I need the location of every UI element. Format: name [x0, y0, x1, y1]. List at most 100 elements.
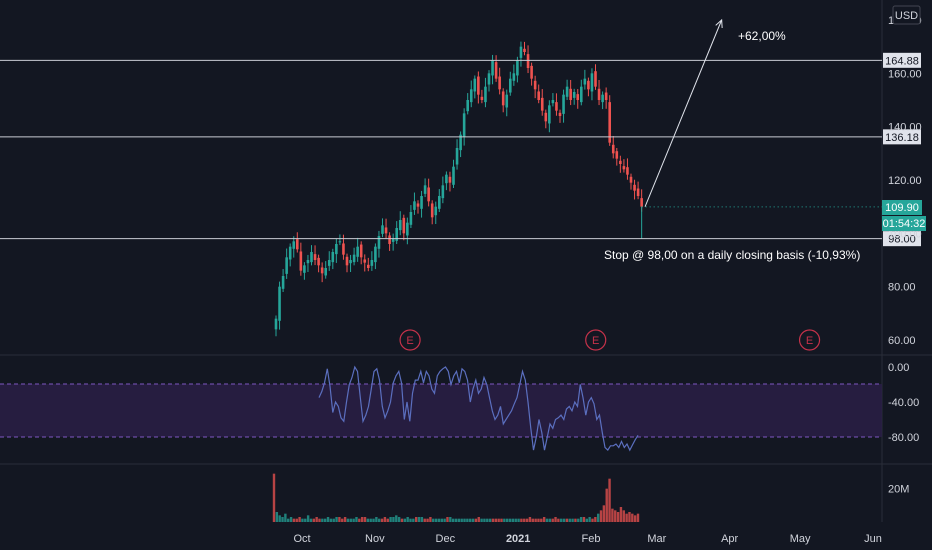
candle-body [278, 286, 281, 321]
candle-body [423, 185, 427, 194]
time-axis-tick: Nov [365, 533, 385, 545]
candle-body [477, 76, 480, 95]
candle-body [633, 184, 636, 191]
volume-bar [321, 518, 324, 522]
volume-bar [503, 518, 506, 522]
volume-bar [619, 507, 623, 522]
volume-bar [463, 518, 466, 522]
current-price-tag [882, 200, 922, 215]
volume-bar [517, 518, 520, 522]
candle-body [509, 78, 512, 93]
candle-body [285, 257, 288, 274]
earnings-marker[interactable] [585, 329, 607, 351]
candle-body [430, 203, 434, 218]
candle-body [587, 80, 590, 90]
candle-body [391, 238, 395, 242]
candle-body [331, 252, 335, 263]
horizontal-levels-group: 164.88 136.18 98.00 [0, 52, 921, 247]
volume-bar [323, 518, 327, 522]
volume-bar [272, 473, 276, 522]
volume-bar [560, 518, 563, 522]
volume-bar [497, 518, 500, 522]
volume-bar [568, 518, 571, 522]
volume-bar [420, 517, 424, 522]
volume-bar [417, 517, 421, 522]
target-arrow-line[interactable] [644, 19, 723, 207]
volume-bar [372, 518, 375, 522]
volume-bar [531, 518, 534, 522]
candle-body [576, 94, 580, 100]
price-axis-tick: 160.00 [888, 68, 922, 80]
volume-bar [582, 517, 586, 522]
volume-bar [534, 518, 537, 522]
candle-body [452, 166, 455, 185]
candle-body [469, 89, 473, 103]
candles-group [274, 41, 643, 337]
volume-bar [397, 517, 401, 522]
volume-bar [614, 510, 617, 522]
candle-body [583, 78, 587, 85]
candle-body [310, 252, 313, 263]
volume-bar [631, 513, 634, 522]
earnings-marker[interactable] [399, 329, 421, 351]
volume-bar [494, 518, 498, 522]
volume-bar [548, 518, 552, 522]
candle-body [406, 222, 409, 236]
candle-body [459, 134, 462, 151]
volume-bar [432, 518, 435, 522]
price-axis-tick: 120.00 [888, 175, 922, 187]
volume-bar [636, 513, 640, 522]
candle-body [363, 259, 367, 263]
volume-bar [358, 518, 361, 522]
volume-bar [315, 517, 318, 522]
earnings-marker[interactable] [798, 329, 821, 351]
currency-badge[interactable] [892, 5, 921, 25]
price-axis-tick: 60.00 [888, 335, 916, 347]
currency-label: USD [895, 10, 918, 22]
volume-bar [298, 517, 301, 522]
stop-loss-label: Stop @ 98,00 on a daily closing basis (-… [604, 248, 860, 262]
candle-body [640, 198, 643, 207]
candle-body [512, 73, 516, 81]
volume-bar [409, 518, 412, 522]
candle-body [533, 80, 537, 90]
candle-body [420, 196, 423, 209]
volume-bar [335, 517, 338, 522]
volume-bar [588, 517, 591, 522]
candle-body [434, 206, 438, 216]
level-price-tag [883, 52, 921, 68]
candle-body [306, 260, 310, 264]
candle-body [324, 268, 327, 276]
volume-bar [483, 518, 486, 522]
volume-bar [292, 518, 296, 522]
time-axis-tick: Apr [721, 533, 738, 545]
volume-bar [594, 517, 597, 522]
candle-body [597, 88, 601, 100]
volume-bar [343, 517, 347, 522]
time-axis-tick: Dec [436, 533, 456, 545]
volume-bar [306, 515, 310, 522]
candle-body [370, 260, 374, 266]
volume-bar [403, 518, 407, 522]
candle-body [281, 276, 285, 289]
volume-bar [628, 512, 631, 522]
volume-bar [389, 517, 392, 522]
volume-bar [562, 518, 566, 522]
target-arrow-head [715, 18, 723, 29]
oscillator-line [318, 365, 639, 452]
volume-bar [383, 517, 387, 522]
candle-body [384, 227, 388, 234]
candle-body [416, 203, 420, 207]
volume-bar [301, 518, 304, 522]
volume-bar [466, 518, 469, 522]
volume-bar [471, 518, 475, 522]
candle-body [601, 94, 604, 103]
volume-bar [514, 518, 517, 522]
level-price-label: 164.88 [885, 55, 919, 67]
candle-body [327, 260, 331, 266]
volume-bar [616, 512, 620, 522]
volume-bar [608, 478, 611, 522]
candle-body [491, 60, 494, 76]
volume-bar [451, 518, 455, 522]
